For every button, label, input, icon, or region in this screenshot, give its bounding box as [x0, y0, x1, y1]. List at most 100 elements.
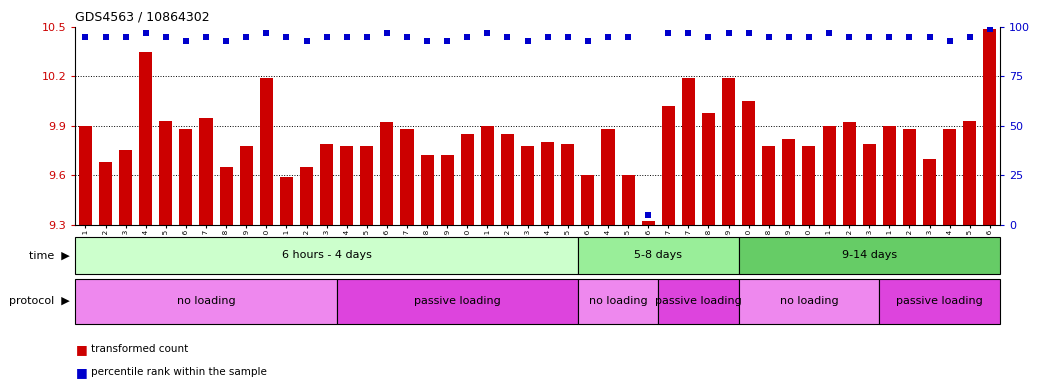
Text: passive loading: passive loading — [655, 296, 741, 306]
Point — [660, 30, 676, 36]
Point — [358, 34, 375, 40]
Bar — [380, 122, 394, 225]
Bar — [159, 121, 173, 225]
Point — [640, 212, 656, 218]
Bar — [983, 28, 997, 225]
FancyBboxPatch shape — [578, 279, 659, 324]
Bar — [340, 146, 353, 225]
Point — [600, 34, 617, 40]
Point — [861, 34, 877, 40]
Text: 9-14 days: 9-14 days — [842, 250, 897, 260]
Bar — [280, 177, 293, 225]
Text: no loading: no loading — [177, 296, 236, 306]
Text: percentile rank within the sample: percentile rank within the sample — [91, 367, 267, 377]
Point — [399, 34, 416, 40]
Point — [480, 30, 496, 36]
Bar — [682, 78, 695, 225]
Point — [700, 34, 717, 40]
Bar — [521, 146, 534, 225]
Point — [137, 30, 154, 36]
Bar — [139, 51, 152, 225]
Point — [439, 38, 455, 44]
Bar — [923, 159, 936, 225]
FancyBboxPatch shape — [75, 279, 337, 324]
Point — [740, 30, 757, 36]
Point — [941, 38, 958, 44]
Point — [298, 38, 315, 44]
Point — [841, 34, 857, 40]
FancyBboxPatch shape — [659, 279, 738, 324]
Text: 6 hours - 4 days: 6 hours - 4 days — [282, 250, 372, 260]
Bar — [782, 139, 796, 225]
FancyBboxPatch shape — [879, 279, 1000, 324]
Text: transformed count: transformed count — [91, 344, 188, 354]
Bar — [601, 129, 615, 225]
Bar — [441, 156, 453, 225]
Text: protocol  ▶: protocol ▶ — [9, 296, 70, 306]
Bar — [943, 129, 956, 225]
Text: no loading: no loading — [780, 296, 839, 306]
Point — [760, 34, 777, 40]
FancyBboxPatch shape — [738, 279, 879, 324]
Bar — [963, 121, 976, 225]
Text: passive loading: passive loading — [414, 296, 500, 306]
Text: ■: ■ — [75, 343, 87, 356]
Point — [961, 34, 978, 40]
Point — [379, 30, 396, 36]
Point — [801, 34, 818, 40]
Point — [780, 34, 797, 40]
FancyBboxPatch shape — [738, 237, 1000, 274]
Point — [459, 34, 475, 40]
Text: passive loading: passive loading — [896, 296, 983, 306]
Point — [419, 38, 436, 44]
Bar — [99, 162, 112, 225]
Bar — [622, 175, 634, 225]
Bar — [220, 167, 232, 225]
Bar — [762, 146, 775, 225]
Bar — [461, 134, 474, 225]
Bar — [421, 156, 433, 225]
Bar — [802, 146, 816, 225]
Point — [77, 34, 94, 40]
Bar — [360, 146, 374, 225]
Bar — [541, 142, 554, 225]
Point — [238, 34, 254, 40]
Point — [117, 34, 134, 40]
Bar — [823, 126, 836, 225]
Bar — [863, 144, 875, 225]
Bar — [843, 122, 855, 225]
Bar — [79, 126, 92, 225]
Bar — [119, 151, 132, 225]
FancyBboxPatch shape — [337, 279, 578, 324]
Bar — [883, 126, 896, 225]
Point — [720, 30, 737, 36]
Point — [579, 38, 596, 44]
Bar — [561, 144, 575, 225]
Bar — [320, 144, 333, 225]
Bar — [481, 126, 494, 225]
Bar — [662, 106, 675, 225]
Point — [981, 26, 998, 32]
Point — [218, 38, 235, 44]
Bar — [701, 113, 715, 225]
Bar — [642, 221, 654, 225]
Bar — [722, 78, 735, 225]
Bar — [581, 175, 595, 225]
Point — [559, 34, 576, 40]
Bar — [260, 78, 273, 225]
Point — [881, 34, 897, 40]
Text: GDS4563 / 10864302: GDS4563 / 10864302 — [75, 10, 210, 23]
Point — [258, 30, 274, 36]
Point — [318, 34, 335, 40]
Text: time  ▶: time ▶ — [29, 250, 70, 260]
Bar — [903, 129, 916, 225]
Bar — [240, 146, 252, 225]
Point — [901, 34, 918, 40]
Point — [539, 34, 556, 40]
FancyBboxPatch shape — [75, 237, 578, 274]
Bar — [742, 101, 755, 225]
Text: ■: ■ — [75, 366, 87, 379]
Point — [97, 34, 114, 40]
Point — [178, 38, 195, 44]
Bar — [500, 134, 514, 225]
